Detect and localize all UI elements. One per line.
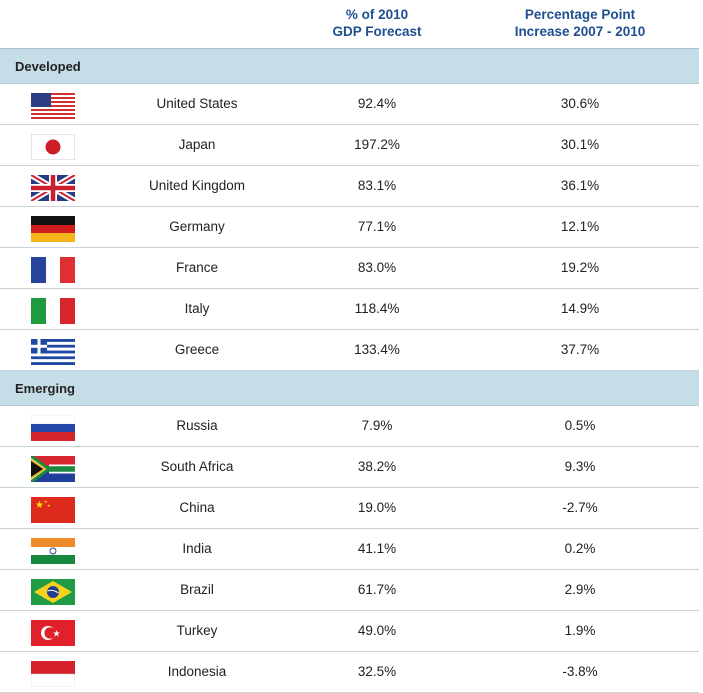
indonesia-flag-icon bbox=[31, 661, 75, 687]
germany-flag-icon bbox=[31, 216, 75, 242]
column-header-gdp: % of 2010 GDP Forecast bbox=[292, 6, 462, 40]
section-label: Developed bbox=[15, 59, 81, 74]
point-increase-value: 0.5% bbox=[564, 418, 596, 433]
point-increase-value: 37.7% bbox=[560, 342, 600, 357]
gdp-forecast-value: 133.4% bbox=[354, 342, 400, 357]
country-name: Germany bbox=[169, 219, 225, 234]
svg-text:★: ★ bbox=[53, 630, 61, 640]
brazil-flag-icon bbox=[31, 579, 75, 605]
section-label: Emerging bbox=[15, 381, 75, 396]
point-increase-value: 12.1% bbox=[560, 219, 600, 234]
india-flag-icon bbox=[31, 538, 75, 564]
point-increase-value: 2.9% bbox=[564, 582, 596, 597]
gdp-forecast-value: 41.1% bbox=[357, 541, 397, 556]
table-row: France 83.0% 19.2% bbox=[0, 248, 699, 289]
china-flag-icon: ★ ★ ★ bbox=[31, 497, 75, 523]
column-header-increase-line2: Increase 2007 - 2010 bbox=[514, 24, 646, 39]
table-body: Developed United States 92.4% 30.6% Japan 197… bbox=[0, 49, 699, 693]
point-increase-value: 14.9% bbox=[560, 301, 600, 316]
point-increase-value: 30.6% bbox=[560, 96, 600, 111]
point-increase-value: 36.1% bbox=[560, 178, 600, 193]
italy-flag-icon bbox=[31, 298, 75, 324]
table-row: Brazil 61.7% 2.9% bbox=[0, 570, 699, 611]
table-row: United States 92.4% 30.6% bbox=[0, 84, 699, 125]
uk-flag-icon bbox=[31, 175, 75, 201]
point-increase-value: -2.7% bbox=[562, 500, 598, 515]
greece-flag-icon bbox=[31, 339, 75, 365]
table-row: Japan 197.2% 30.1% bbox=[0, 125, 699, 166]
section-header-developed: Developed bbox=[0, 49, 699, 84]
us-flag-icon bbox=[31, 93, 75, 119]
table-row: Indonesia 32.5% -3.8% bbox=[0, 652, 699, 693]
japan-flag-icon bbox=[31, 134, 75, 160]
gdp-forecast-value: 7.9% bbox=[361, 418, 393, 433]
section-header-emerging: Emerging bbox=[0, 371, 699, 406]
point-increase-value: -3.8% bbox=[562, 664, 598, 679]
gdp-forecast-value: 32.5% bbox=[357, 664, 397, 679]
svg-text:★: ★ bbox=[44, 499, 48, 504]
country-name: United Kingdom bbox=[148, 178, 246, 193]
table-row: ★ ★ ★ China 19.0% -2.7% bbox=[0, 488, 699, 529]
point-increase-value: 19.2% bbox=[560, 260, 600, 275]
france-flag-icon bbox=[31, 257, 75, 283]
country-name: Turkey bbox=[176, 623, 218, 638]
point-increase-value: 1.9% bbox=[564, 623, 596, 638]
gdp-forecast-value: 19.0% bbox=[357, 500, 397, 515]
table-row: Russia 7.9% 0.5% bbox=[0, 406, 699, 447]
table-row: Germany 77.1% 12.1% bbox=[0, 207, 699, 248]
country-name: Italy bbox=[184, 301, 210, 316]
gdp-forecast-value: 197.2% bbox=[354, 137, 400, 152]
country-name: Greece bbox=[174, 342, 220, 357]
country-name: India bbox=[182, 541, 212, 556]
russia-flag-icon bbox=[31, 415, 75, 441]
gdp-forecast-value: 83.1% bbox=[357, 178, 397, 193]
column-header-increase-line1: Percentage Point bbox=[524, 7, 636, 22]
table-row: South Africa 38.2% 9.3% bbox=[0, 447, 699, 488]
country-name: United States bbox=[156, 96, 238, 111]
table-row: India 41.1% 0.2% bbox=[0, 529, 699, 570]
country-name: France bbox=[175, 260, 219, 275]
gdp-forecast-value: 49.0% bbox=[357, 623, 397, 638]
south-africa-flag-icon bbox=[31, 456, 75, 482]
gdp-forecast-value: 61.7% bbox=[357, 582, 397, 597]
gdp-forecast-value: 38.2% bbox=[357, 459, 397, 474]
point-increase-value: 0.2% bbox=[564, 541, 596, 556]
table-header: % of 2010 GDP Forecast Percentage Point … bbox=[0, 0, 699, 49]
country-name: Russia bbox=[176, 418, 218, 433]
country-name: China bbox=[179, 500, 215, 515]
gdp-forecast-value: 83.0% bbox=[357, 260, 397, 275]
point-increase-value: 9.3% bbox=[564, 459, 596, 474]
country-name: Brazil bbox=[180, 582, 214, 597]
table-row: United Kingdom 83.1% 36.1% bbox=[0, 166, 699, 207]
country-name: South Africa bbox=[160, 459, 234, 474]
table-row: ★ Turkey 49.0% 1.9% bbox=[0, 611, 699, 652]
country-name: Indonesia bbox=[167, 664, 227, 679]
svg-text:★: ★ bbox=[47, 503, 51, 508]
column-header-increase: Percentage Point Increase 2007 - 2010 bbox=[495, 6, 665, 40]
point-increase-value: 30.1% bbox=[560, 137, 600, 152]
gdp-forecast-value: 77.1% bbox=[357, 219, 397, 234]
table-row: Italy 118.4% 14.9% bbox=[0, 289, 699, 330]
svg-text:★: ★ bbox=[35, 500, 44, 511]
table-row: Greece 133.4% 37.7% bbox=[0, 330, 699, 371]
gdp-forecast-value: 92.4% bbox=[357, 96, 397, 111]
country-name: Japan bbox=[178, 137, 216, 152]
turkey-flag-icon: ★ bbox=[31, 620, 75, 646]
column-header-gdp-line2: GDP Forecast bbox=[332, 24, 422, 39]
gdp-forecast-value: 118.4% bbox=[354, 301, 400, 316]
column-header-gdp-line1: % of 2010 bbox=[345, 7, 409, 22]
